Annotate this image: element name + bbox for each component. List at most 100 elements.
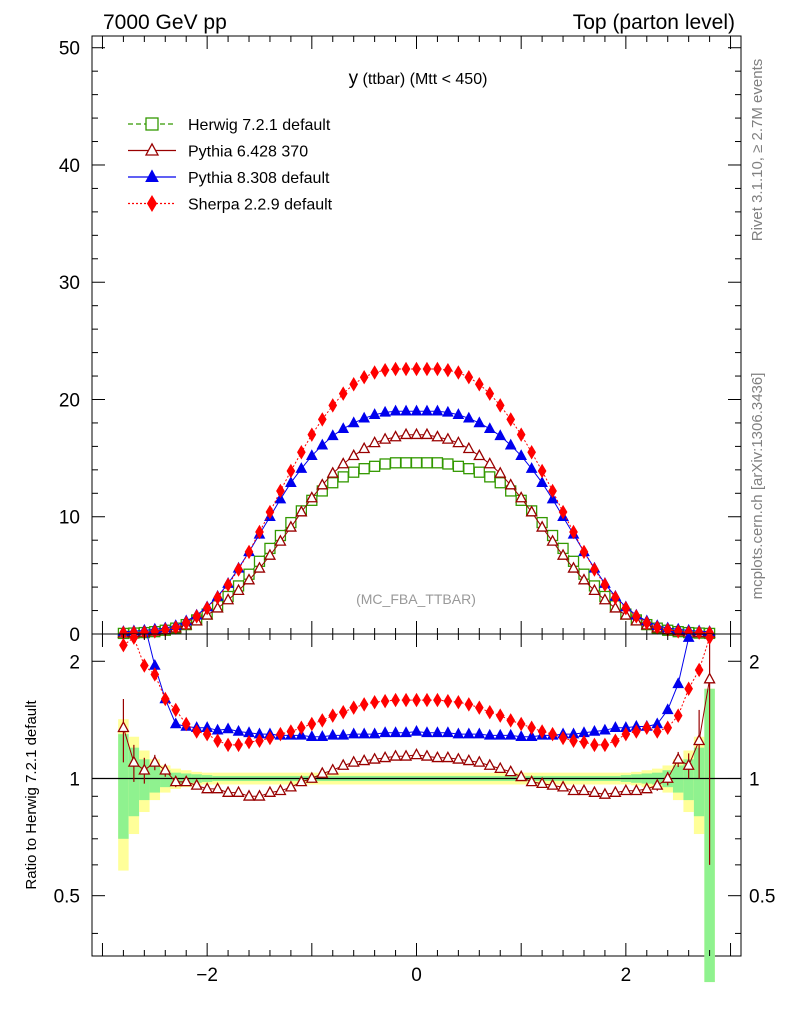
pythia6-point bbox=[358, 753, 371, 766]
pythia6-point bbox=[211, 601, 224, 613]
sherpa-point bbox=[412, 692, 421, 708]
sherpa-point bbox=[506, 713, 516, 728]
pythia6-point bbox=[556, 780, 570, 792]
x-tick-label: 2 bbox=[621, 965, 632, 986]
pythia6-point bbox=[389, 430, 402, 442]
sherpa-point bbox=[548, 483, 557, 499]
sherpa-point bbox=[160, 691, 170, 707]
pythia8-point bbox=[410, 404, 423, 416]
sherpa-point bbox=[474, 377, 484, 392]
sherpa-point bbox=[297, 720, 306, 735]
sherpa-point bbox=[464, 697, 474, 712]
pythia6-point bbox=[316, 478, 329, 490]
herwig-point bbox=[442, 458, 454, 470]
sherpa-point bbox=[276, 483, 285, 499]
pythia6-point bbox=[316, 766, 329, 778]
main-title: y (ttbar) (Mtt < 450) bbox=[349, 68, 488, 89]
sherpa-point bbox=[307, 716, 317, 732]
pythia6-point bbox=[598, 593, 612, 605]
rivet-label: Rivet 3.1.10, ≥ 2.7M events bbox=[749, 59, 766, 242]
pythia6-point bbox=[441, 432, 454, 444]
main-panel: 0 10 20 30 40 50 y (ttbar) (Mtt < 450) (MC_FB… bbox=[59, 35, 742, 646]
sherpa-point bbox=[433, 692, 442, 708]
pythia8-point bbox=[410, 724, 423, 736]
sherpa-point bbox=[621, 600, 631, 616]
sherpa-point bbox=[150, 624, 160, 639]
pythia6-point bbox=[483, 457, 496, 469]
pythia6-point bbox=[201, 782, 214, 794]
pythia8-point bbox=[316, 438, 329, 450]
sherpa-point bbox=[642, 615, 652, 631]
pythia8-point bbox=[463, 411, 475, 423]
pythia6-point bbox=[399, 427, 413, 440]
pythia6-point bbox=[144, 142, 160, 156]
herwig-point bbox=[421, 457, 433, 469]
sherpa-point bbox=[338, 704, 348, 720]
sherpa-point bbox=[527, 720, 536, 735]
herwig-point bbox=[348, 466, 360, 478]
pythia8-point bbox=[118, 572, 128, 581]
pythia6-point bbox=[148, 755, 161, 767]
pythia8-point bbox=[473, 727, 486, 739]
pythia6-point bbox=[619, 783, 632, 796]
sherpa-point bbox=[171, 702, 181, 718]
pythia6-point bbox=[441, 750, 454, 763]
pythia6-point bbox=[284, 520, 297, 532]
pythia8-point bbox=[379, 726, 391, 738]
sherpa-point bbox=[527, 445, 536, 460]
sherpa-point bbox=[694, 662, 704, 678]
y-tick-label: 30 bbox=[59, 273, 80, 294]
uncertainty-band-inner bbox=[693, 747, 705, 817]
pythia8-point bbox=[400, 726, 412, 738]
pythia6-point bbox=[117, 720, 130, 733]
pythia8-point bbox=[431, 726, 444, 738]
sherpa-point bbox=[255, 524, 264, 540]
sherpa-point bbox=[286, 724, 296, 739]
sherpa-point bbox=[443, 693, 453, 709]
sherpa-point bbox=[631, 724, 641, 739]
pythia8-point bbox=[337, 422, 350, 434]
pythia6-point bbox=[305, 771, 318, 783]
sherpa-point bbox=[359, 697, 369, 712]
pythia6-point bbox=[515, 769, 528, 782]
ratio-panel: 0.5 0.5 1 1 2 2 −2 0 2 Ratio to Herwig 7.2.1 def… bbox=[23, 572, 775, 986]
pythia8-point bbox=[682, 634, 695, 642]
pythia8-point bbox=[494, 728, 507, 740]
legend: Herwig 7.2.1 default Pythia 6.428 370 Pyth… bbox=[128, 117, 333, 214]
sherpa-point bbox=[611, 733, 620, 748]
pythia6-point bbox=[253, 789, 266, 801]
sherpa-point bbox=[234, 562, 243, 577]
sherpa-point bbox=[349, 377, 359, 392]
y-tick-label: 50 bbox=[59, 39, 80, 60]
pythia6-point bbox=[546, 778, 559, 790]
sherpa-point bbox=[495, 708, 505, 723]
pythia8-point bbox=[504, 728, 517, 740]
pythia6-point bbox=[420, 427, 434, 440]
pythia8-point bbox=[421, 404, 433, 416]
pythia6-point bbox=[159, 763, 172, 775]
ratio-ylabel: Ratio to Herwig 7.2.1 default bbox=[23, 700, 40, 890]
pythia8-point bbox=[525, 730, 538, 741]
pythia6-point bbox=[284, 780, 297, 792]
main-series bbox=[117, 361, 716, 641]
y-tick-label: 10 bbox=[59, 508, 80, 529]
ratio-y-tick-label: 0.5 bbox=[749, 887, 775, 908]
pythia6-point bbox=[546, 534, 559, 546]
sherpa-point bbox=[276, 726, 285, 742]
pythia8-point bbox=[705, 572, 715, 581]
series-line bbox=[123, 462, 710, 634]
analysis-label: (MC_FBA_TTBAR) bbox=[356, 591, 476, 607]
pythia6-point bbox=[138, 763, 151, 775]
pythia8-point bbox=[483, 728, 496, 740]
pythia8-point bbox=[536, 476, 548, 487]
pythia8-point bbox=[274, 492, 287, 504]
sherpa-point bbox=[213, 733, 222, 748]
pythia6-point bbox=[379, 750, 392, 763]
pythia6-point bbox=[232, 583, 245, 596]
pythia6-point bbox=[525, 775, 538, 787]
pythia8-point bbox=[483, 422, 496, 434]
herwig-point bbox=[452, 460, 465, 472]
pythia8-point bbox=[368, 727, 381, 739]
pythia8-point bbox=[358, 411, 370, 423]
sherpa-point bbox=[255, 733, 264, 748]
